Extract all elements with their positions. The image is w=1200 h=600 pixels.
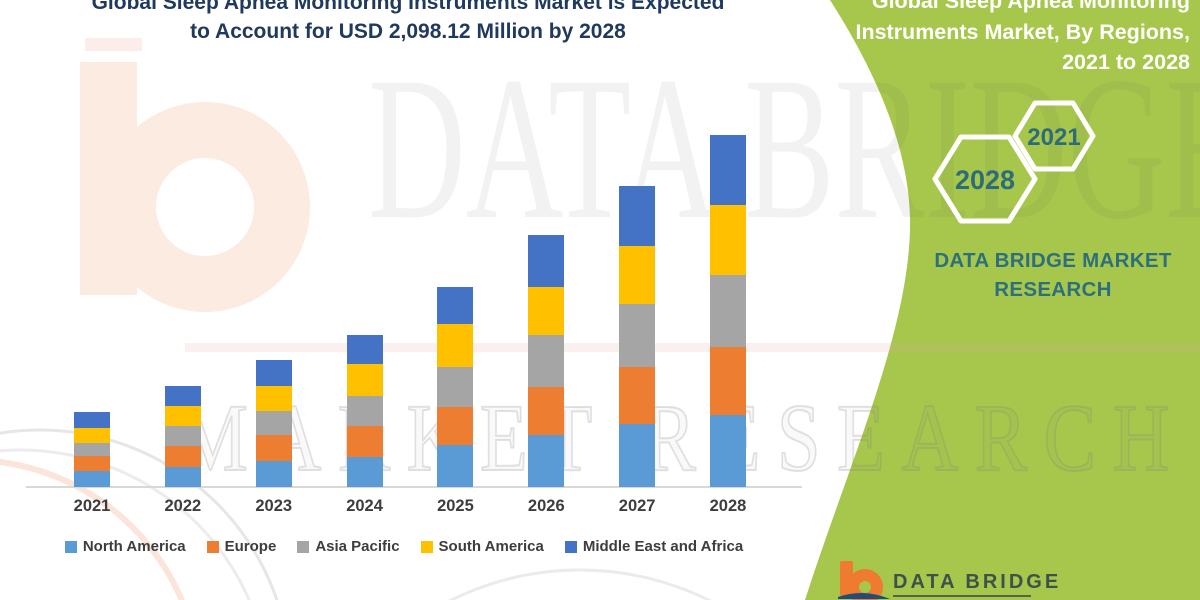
- watermark-b-logo-bowl: [100, 102, 310, 312]
- watermark-arc: [0, 448, 251, 600]
- side-panel-green-shape: [805, 0, 1200, 600]
- watermark-arc: [448, 568, 712, 600]
- watermark-arc: [0, 428, 279, 600]
